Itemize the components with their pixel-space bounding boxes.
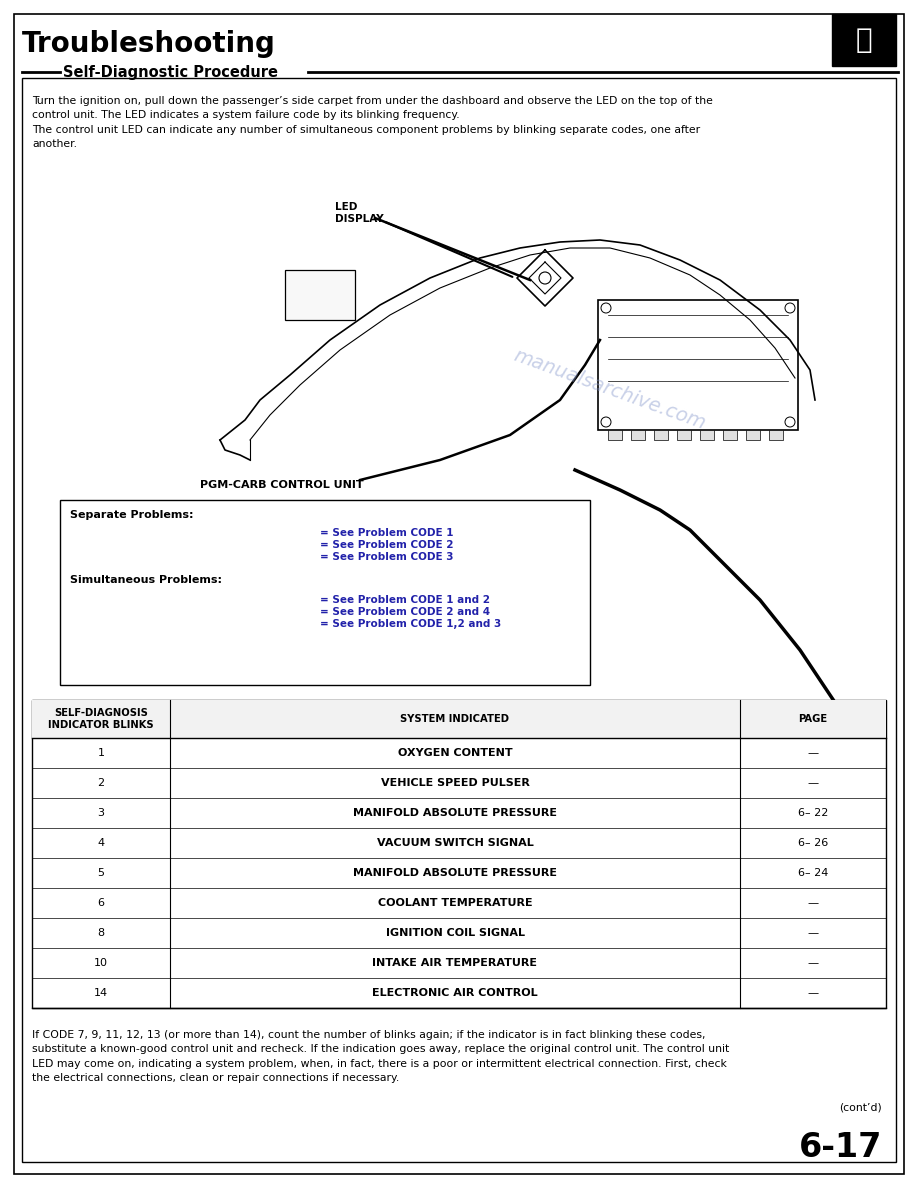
Text: = See Problem CODE 1: = See Problem CODE 1 <box>320 527 453 538</box>
Bar <box>700 430 714 440</box>
Bar <box>746 430 760 440</box>
Bar <box>32 700 886 738</box>
Text: ELECTRONIC AIR CONTROL: ELECTRONIC AIR CONTROL <box>372 988 538 998</box>
Bar <box>60 500 590 685</box>
Text: SYSTEM INDICATED: SYSTEM INDICATED <box>400 714 509 723</box>
Text: 5: 5 <box>97 868 105 878</box>
Text: 6: 6 <box>97 898 105 908</box>
Text: = See Problem CODE 2 and 4: = See Problem CODE 2 and 4 <box>320 607 490 617</box>
Text: —: — <box>808 988 819 998</box>
Text: If CODE 7, 9, 11, 12, 13 (or more than 14), count the number of blinks again; if: If CODE 7, 9, 11, 12, 13 (or more than 1… <box>32 1030 729 1083</box>
Bar <box>769 430 783 440</box>
Text: 14: 14 <box>94 988 108 998</box>
Bar <box>832 14 896 67</box>
Text: ⛽: ⛽ <box>856 26 872 53</box>
Text: PAGE: PAGE <box>799 714 827 723</box>
Text: LED
DISPLAY: LED DISPLAY <box>335 202 384 223</box>
Text: Simultaneous Problems:: Simultaneous Problems: <box>70 575 222 584</box>
Text: Troubleshooting: Troubleshooting <box>22 30 276 58</box>
Bar <box>32 700 886 1007</box>
Text: 6– 26: 6– 26 <box>798 838 828 848</box>
Bar <box>677 430 691 440</box>
Text: COOLANT TEMPERATURE: COOLANT TEMPERATURE <box>377 898 532 908</box>
Text: 8: 8 <box>97 928 105 939</box>
Bar <box>598 301 798 430</box>
Bar <box>608 430 622 440</box>
Text: 6-17: 6-17 <box>799 1131 882 1164</box>
Text: IGNITION COIL SIGNAL: IGNITION COIL SIGNAL <box>386 928 524 939</box>
Text: 4: 4 <box>97 838 105 848</box>
Text: INTAKE AIR TEMPERATURE: INTAKE AIR TEMPERATURE <box>373 958 538 968</box>
Text: —: — <box>808 958 819 968</box>
Text: manualsarchive.com: manualsarchive.com <box>511 347 709 434</box>
Text: Separate Problems:: Separate Problems: <box>70 510 194 520</box>
Text: = See Problem CODE 2: = See Problem CODE 2 <box>320 541 453 550</box>
Bar <box>723 430 737 440</box>
Text: 6– 22: 6– 22 <box>798 808 828 819</box>
Text: VEHICLE SPEED PULSER: VEHICLE SPEED PULSER <box>381 778 530 788</box>
Text: SELF-DIAGNOSIS
INDICATOR BLINKS: SELF-DIAGNOSIS INDICATOR BLINKS <box>48 708 154 729</box>
Text: —: — <box>808 898 819 908</box>
Bar <box>285 270 355 320</box>
Text: Turn the ignition on, pull down the passenger’s side carpet from under the dashb: Turn the ignition on, pull down the pass… <box>32 96 713 150</box>
Text: MANIFOLD ABSOLUTE PRESSURE: MANIFOLD ABSOLUTE PRESSURE <box>353 868 557 878</box>
Text: 2: 2 <box>97 778 105 788</box>
Text: 3: 3 <box>97 808 105 819</box>
Text: = See Problem CODE 1 and 2: = See Problem CODE 1 and 2 <box>320 595 490 605</box>
Text: = See Problem CODE 3: = See Problem CODE 3 <box>320 552 453 562</box>
Text: (cont’d): (cont’d) <box>839 1102 882 1112</box>
Text: —: — <box>808 748 819 758</box>
Text: = See Problem CODE 1,2 and 3: = See Problem CODE 1,2 and 3 <box>320 619 501 628</box>
Text: —: — <box>808 928 819 939</box>
Text: 10: 10 <box>94 958 108 968</box>
Text: Self-Diagnostic Procedure: Self-Diagnostic Procedure <box>63 64 278 80</box>
Bar <box>654 430 668 440</box>
Text: MANIFOLD ABSOLUTE PRESSURE: MANIFOLD ABSOLUTE PRESSURE <box>353 808 557 819</box>
Text: PGM-CARB CONTROL UNIT: PGM-CARB CONTROL UNIT <box>200 480 364 489</box>
Text: OXYGEN CONTENT: OXYGEN CONTENT <box>397 748 512 758</box>
Text: —: — <box>808 778 819 788</box>
Text: VACUUM SWITCH SIGNAL: VACUUM SWITCH SIGNAL <box>376 838 533 848</box>
Text: 6– 24: 6– 24 <box>798 868 828 878</box>
Bar <box>631 430 645 440</box>
Text: 1: 1 <box>97 748 105 758</box>
